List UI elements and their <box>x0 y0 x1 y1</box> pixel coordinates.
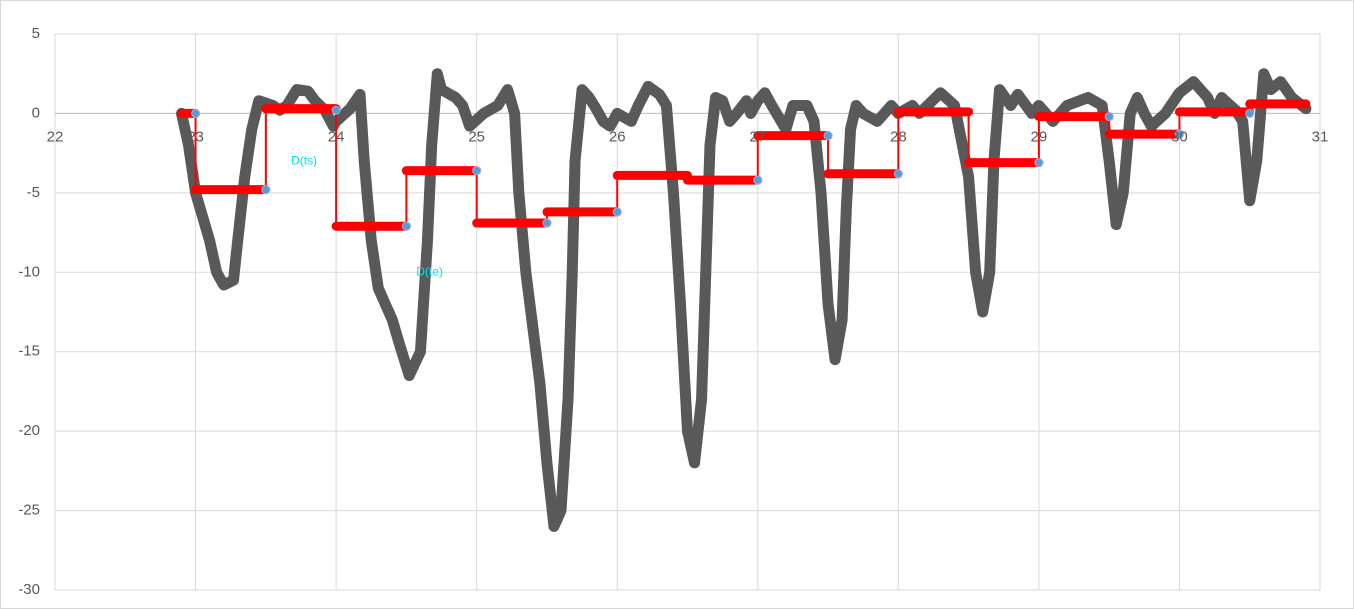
marker <box>753 175 763 185</box>
marker <box>612 207 622 217</box>
annotation: D(ts) <box>291 153 317 167</box>
y-tick-label: -15 <box>18 343 40 360</box>
marker <box>1034 158 1044 168</box>
data-line <box>176 68 1312 532</box>
y-tick-label: -5 <box>27 184 40 201</box>
marker <box>1174 129 1184 139</box>
x-tick-label: 31 <box>1312 128 1329 145</box>
marker <box>893 169 903 179</box>
marker <box>331 105 341 115</box>
labels: -30 -25 -20 -15 -10 -5 0 5 22 23 24 25 26 27 28 29 30 31 D… <box>18 25 1328 598</box>
x-tick-label: 29 <box>1031 128 1048 145</box>
marker <box>401 221 411 231</box>
x-tick-label: 22 <box>47 128 64 145</box>
plot-area <box>176 68 1312 532</box>
y-tick-label: 0 <box>32 104 40 121</box>
marker <box>472 166 482 176</box>
marker <box>542 218 552 228</box>
marker <box>1104 112 1114 122</box>
marker <box>191 108 201 118</box>
x-tick-label: 28 <box>890 128 907 145</box>
annotation: D(te) <box>416 264 443 278</box>
y-tick-label: -30 <box>18 581 40 598</box>
marker <box>823 131 833 141</box>
y-tick-label: 5 <box>32 25 40 42</box>
x-tick-label: 23 <box>187 128 204 145</box>
y-tick-label: -20 <box>18 422 40 439</box>
x-tick-label: 24 <box>328 128 345 145</box>
x-tick-label: 26 <box>609 128 626 145</box>
marker <box>1245 108 1255 118</box>
y-tick-label: -10 <box>18 263 40 280</box>
x-tick-label: 30 <box>1171 128 1188 145</box>
marker <box>261 185 271 195</box>
y-tick-label: -25 <box>18 502 40 519</box>
x-tick-label: 25 <box>468 128 485 145</box>
x-tick-label: 27 <box>749 128 766 145</box>
